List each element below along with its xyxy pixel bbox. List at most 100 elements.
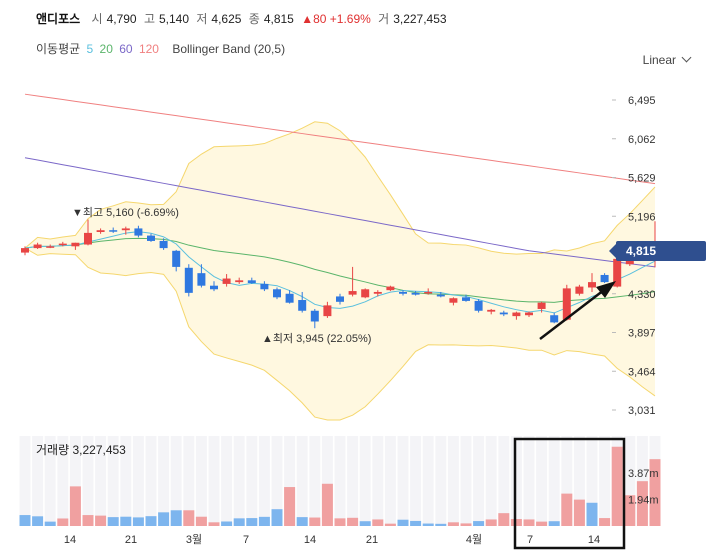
candle-body: [613, 258, 622, 287]
volume-bar: [372, 519, 384, 526]
candle-body: [361, 289, 370, 298]
volume-bar: [435, 523, 447, 526]
volume-bar: [523, 519, 535, 526]
candle-body: [96, 230, 105, 233]
volume-bar: [561, 493, 573, 526]
volume-panel-value: 3,227,453: [72, 443, 126, 457]
scale-dropdown[interactable]: Linear: [643, 52, 692, 67]
volume-bar: [246, 518, 258, 526]
volume-bar: [145, 516, 157, 526]
candle-body: [197, 273, 206, 286]
volume-column-bg: [258, 436, 270, 526]
candle-body: [348, 291, 357, 295]
y-tick-label: 3,464: [628, 366, 656, 378]
candle-body: [21, 248, 29, 253]
x-tick-label: 7: [243, 534, 249, 546]
x-tick-label: 3월: [186, 533, 202, 546]
ma-60-label[interactable]: 60: [119, 42, 133, 56]
low-label: 저: [196, 12, 208, 26]
volume-bar: [599, 518, 611, 526]
volume-column-bg: [334, 436, 346, 526]
bollinger-band-label[interactable]: Bollinger Band (20,5): [172, 42, 286, 56]
candle-body: [436, 294, 445, 297]
high-annotation: ▼최고 5,160 (-6.69%): [72, 206, 179, 219]
bollinger-band-fill: [25, 121, 655, 421]
volume-column-bg: [586, 436, 598, 526]
candle-body: [84, 232, 92, 245]
volume-column-bg: [624, 436, 636, 526]
change-value: ▲80 +1.69%: [301, 12, 371, 26]
volume-column-bg: [95, 436, 107, 526]
x-tick-label: 14: [304, 534, 316, 546]
moving-average-label: 이동평균: [36, 42, 81, 56]
x-tick-label: 14: [64, 534, 76, 546]
volume-bar: [19, 515, 31, 526]
high-value: 5,140: [158, 12, 190, 26]
candle-body: [449, 298, 458, 303]
y-tick-label: 4,330: [628, 289, 656, 301]
candle-body: [625, 260, 634, 265]
volume-bar: [536, 521, 548, 526]
volume-column-bg: [372, 436, 384, 526]
candle-body: [386, 286, 395, 291]
volume-column-bg: [32, 436, 44, 526]
y-tick-label: 5,196: [628, 211, 656, 223]
volume-column-bg: [309, 436, 321, 526]
x-tick-label: 21: [125, 534, 137, 546]
volume-column-bg: [69, 436, 81, 526]
volume-bar: [221, 521, 233, 526]
volume-bar: [95, 515, 107, 526]
volume-bar: [573, 499, 585, 526]
volume-bar: [359, 521, 371, 526]
y-tick-label: 6,062: [628, 134, 656, 146]
ma-120-label[interactable]: 120: [138, 42, 159, 56]
ma-5-label[interactable]: 5: [86, 42, 94, 56]
volume-column-bg: [359, 436, 371, 526]
open-label: 시: [91, 12, 103, 26]
volume-column-bg: [422, 436, 434, 526]
volume-bar: [624, 495, 636, 526]
candle-body: [222, 278, 231, 284]
x-tick-label: 7: [527, 534, 533, 546]
ma-20-label[interactable]: 20: [99, 42, 113, 56]
candle-body: [184, 267, 193, 293]
trend-arrow-line: [539, 289, 605, 340]
ma-120-line: [24, 93, 656, 185]
low-annotation: ▲최저 3,945 (22.05%): [262, 332, 371, 345]
bollinger-lower-line: [24, 247, 656, 421]
volume-column-bg: [208, 436, 220, 526]
volume-column-bg: [347, 436, 359, 526]
x-tick-label: 21: [366, 534, 378, 546]
volume-column-bg: [498, 436, 510, 526]
candle-body: [109, 230, 118, 232]
volume-bar: [132, 517, 144, 526]
candle-body: [71, 242, 80, 247]
volume-column-bg: [44, 436, 56, 526]
volume-bar: [397, 519, 409, 526]
volume-column-bg: [384, 436, 396, 526]
volume-column-bg: [636, 436, 648, 526]
volume-column-bg: [460, 436, 472, 526]
volume-bar: [321, 483, 333, 526]
candle-body: [499, 312, 508, 315]
candle-body: [298, 300, 307, 311]
volume-column-bg: [82, 436, 94, 526]
volume-bar: [258, 516, 270, 526]
volume-column-bg: [410, 436, 422, 526]
volume-column-bg: [536, 436, 548, 526]
volume-bar: [208, 522, 220, 526]
highlight-box: [513, 437, 626, 550]
volume-column-bg: [510, 436, 522, 526]
candle-body: [373, 291, 382, 294]
volume-bar: [649, 459, 661, 526]
volume-bar: [170, 510, 182, 526]
candle-body: [588, 282, 596, 288]
volume-bar: [271, 509, 283, 526]
volume-column-bg: [132, 436, 144, 526]
candle-body: [147, 235, 155, 241]
candle-body: [58, 243, 67, 246]
volume-bar: [447, 522, 459, 526]
open-value: 4,790: [106, 12, 137, 26]
candle-body: [159, 240, 168, 249]
current-price-tag: 4,815: [609, 241, 706, 261]
